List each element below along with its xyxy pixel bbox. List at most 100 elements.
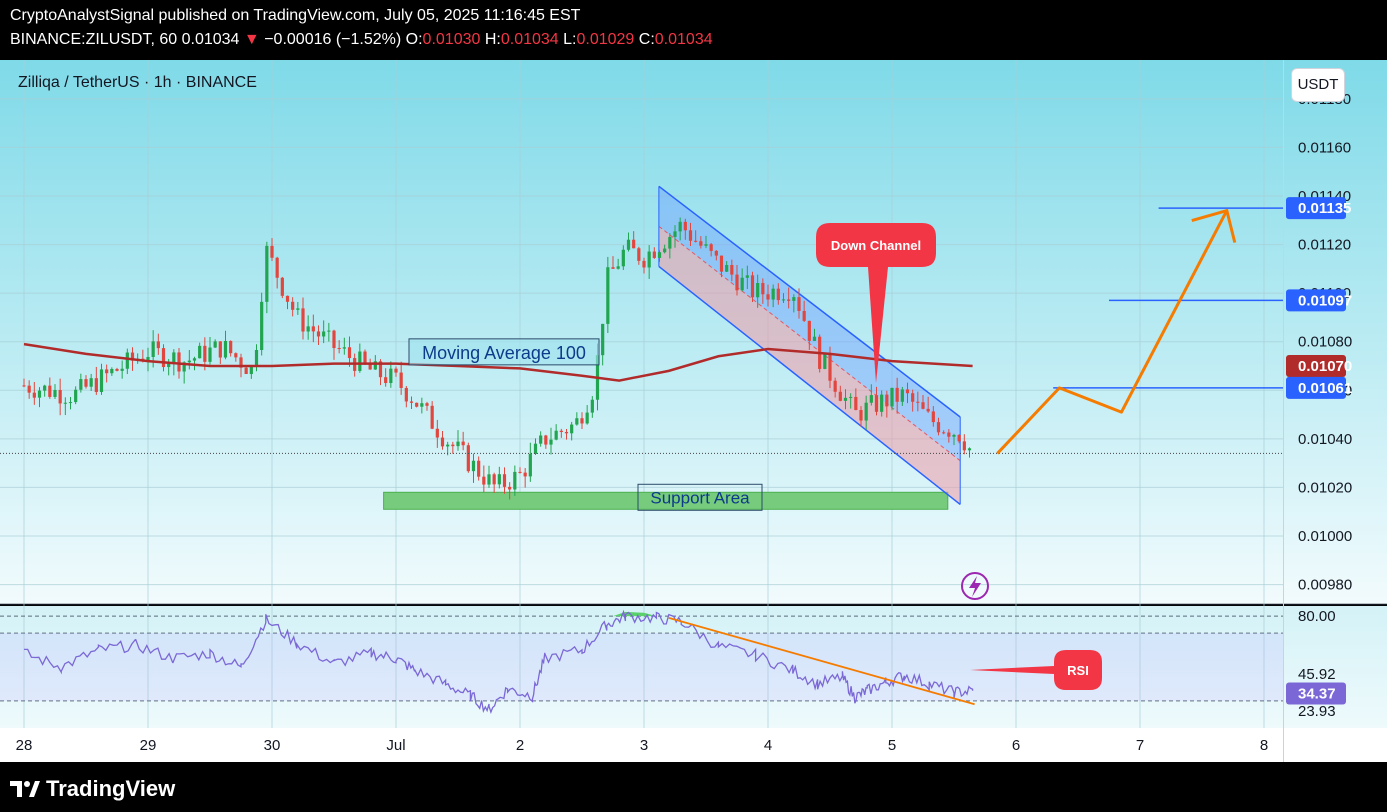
candle-body	[611, 267, 615, 269]
x-tick-label: 5	[888, 737, 896, 754]
candle-body	[942, 432, 946, 434]
rsi-tick-label: 80.00	[1298, 608, 1336, 625]
price-chart[interactable]: 282930Jul23456780.011800.011600.011400.0…	[0, 60, 1387, 762]
candle-body	[105, 369, 109, 374]
candle-body	[48, 385, 52, 397]
tradingview-logo-icon	[10, 781, 40, 797]
candle-body	[291, 301, 295, 310]
candle-body	[585, 412, 589, 424]
candle-body	[621, 249, 625, 267]
candle-body	[802, 310, 806, 321]
candle-body	[451, 444, 455, 447]
candle-body	[22, 385, 26, 387]
candle-body	[229, 340, 233, 354]
symbol-pair: BINANCE:ZILUSDT, 60	[10, 31, 178, 48]
candle-body	[497, 474, 501, 485]
candle-body	[461, 441, 465, 446]
high-value: 0.01034	[500, 31, 559, 48]
y-tick-label: 0.01080	[1298, 334, 1352, 351]
candle-body	[544, 435, 548, 445]
candle-body	[626, 239, 631, 250]
candle-body	[740, 277, 744, 291]
candle-body	[430, 405, 434, 429]
candle-body	[559, 430, 563, 432]
candle-body	[151, 341, 155, 358]
candle-body	[296, 308, 300, 310]
main-pane-background	[0, 60, 1387, 604]
candle-body	[265, 245, 269, 302]
candle-body	[182, 362, 186, 372]
candle-body	[471, 460, 476, 472]
candle-body	[146, 357, 150, 361]
y-tick-label: 0.00980	[1298, 577, 1352, 594]
channel-upper-line	[658, 185, 961, 418]
candle-body	[435, 428, 439, 438]
candle-body	[916, 401, 920, 403]
candle-body	[812, 336, 817, 341]
candle-body	[756, 283, 760, 298]
candle-body	[358, 351, 362, 371]
low-label: L:	[563, 31, 577, 48]
y-tick-label: 0.01160	[1298, 139, 1351, 156]
candle-body	[440, 437, 445, 447]
candle-body	[719, 255, 724, 272]
candle-body	[492, 474, 496, 485]
candle-body	[921, 402, 925, 409]
candle-body	[306, 326, 310, 332]
candle-body	[239, 357, 243, 368]
candle-body	[952, 434, 956, 437]
candle-body	[198, 345, 202, 359]
support-area-label-box	[637, 483, 763, 511]
x-tick-label: 4	[764, 737, 772, 754]
high-label: H:	[484, 31, 501, 48]
y-tick-label: 0.01020	[1298, 479, 1352, 496]
price-label-box	[1286, 376, 1346, 399]
candle-body	[554, 430, 558, 440]
candle-body	[74, 389, 78, 403]
candle-body	[606, 267, 610, 324]
candle-body	[415, 402, 419, 407]
tradingview-brand[interactable]: TradingView	[10, 776, 175, 802]
x-tick-label: 2	[516, 737, 524, 754]
candle-body	[384, 377, 388, 384]
currency-button[interactable]: USDT	[1291, 68, 1345, 102]
low-value: 0.01029	[576, 31, 635, 48]
footer: TradingView	[0, 762, 1387, 812]
candle-body	[766, 294, 770, 300]
candle-body	[192, 358, 197, 361]
chart-area[interactable]: 282930Jul23456780.011800.011600.011400.0…	[0, 60, 1387, 762]
x-tick-label: 3	[640, 737, 648, 754]
moving-average-label-box	[408, 338, 600, 366]
rsi-tick-label: 23.93	[1298, 703, 1336, 720]
candle-body	[316, 331, 321, 337]
candle-body	[332, 330, 336, 349]
price-label-box	[1286, 355, 1346, 377]
candle-body	[213, 341, 217, 348]
candle-body	[750, 275, 755, 298]
candle-body	[911, 393, 915, 402]
candle-body	[885, 394, 889, 407]
candle-body	[523, 472, 527, 477]
candle-body	[513, 471, 517, 490]
candle-body	[322, 331, 326, 337]
candle-body	[668, 236, 672, 249]
candle-body	[967, 448, 972, 451]
x-tick-label: 6	[1012, 737, 1020, 754]
candle-body	[99, 369, 104, 392]
rsi-label: RSI	[1067, 663, 1089, 678]
candle-body	[125, 352, 129, 369]
candle-body	[347, 347, 352, 359]
candle-body	[936, 422, 941, 433]
publish-info: CryptoAnalystSignal published on Trading…	[10, 7, 581, 24]
last-price: 0.01034	[181, 31, 240, 48]
candle-body	[874, 395, 879, 412]
candle-body	[249, 366, 253, 375]
candle-body	[120, 368, 124, 371]
projection-path	[996, 209, 1229, 455]
candle-body	[776, 288, 780, 301]
candle-body	[311, 326, 315, 332]
candle-body	[32, 392, 36, 398]
candle-body	[37, 390, 42, 398]
candle-body	[89, 378, 93, 387]
candle-body	[792, 297, 796, 301]
